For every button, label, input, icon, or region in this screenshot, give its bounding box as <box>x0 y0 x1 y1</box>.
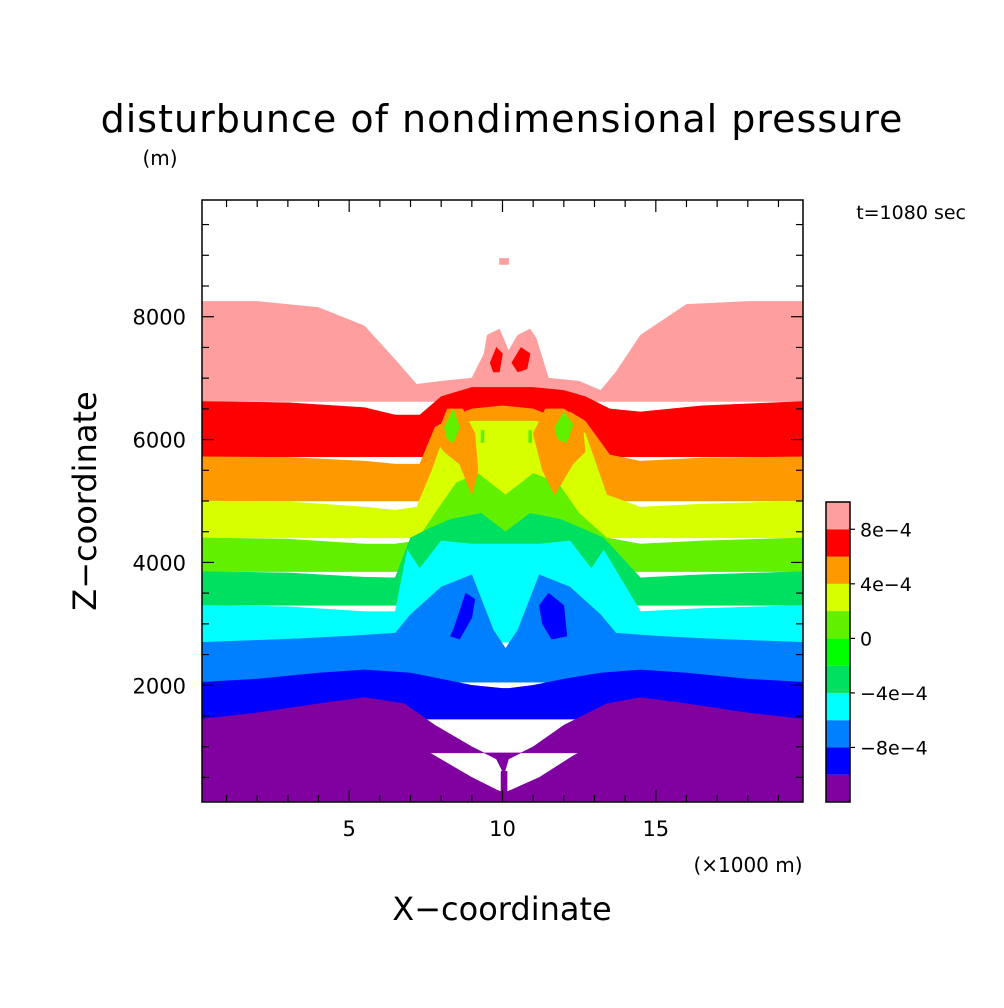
color-legend: −8e−4 −4e−4 0 4e−4 8e−4 <box>825 501 928 803</box>
legend-swatch <box>826 665 850 693</box>
contour-cell-green-dot-left <box>480 430 485 443</box>
contour-region-cyan <box>202 540 803 643</box>
legend-tick-label: 0 <box>860 628 872 650</box>
contour-region-green <box>202 473 803 572</box>
y-axis-title: Z−coordinate <box>66 391 104 610</box>
legend-swatch <box>826 529 850 557</box>
y-tick-label: 8000 <box>133 306 186 330</box>
legend-swatch <box>826 556 850 584</box>
x-tick-label: 5 <box>342 817 355 841</box>
contour-cell-orange-ring-right <box>532 408 586 496</box>
y-unit-label: (m) <box>142 146 177 170</box>
legend-tick-label: −4e−4 <box>860 683 928 705</box>
legend-swatch <box>826 611 850 639</box>
contour-cell-pink-dot <box>499 258 509 265</box>
contour-region-yellow <box>202 420 803 539</box>
contour-cell-green-dot-right <box>528 430 532 443</box>
contour-cell-red-cell-left <box>489 346 503 373</box>
time-annotation: t=1080 sec <box>856 202 966 224</box>
contour-region-purple <box>202 697 803 776</box>
y-tick-label: 4000 <box>133 551 186 575</box>
legend-swatch <box>826 502 850 530</box>
contour-cell-blue-cell-left <box>450 592 476 640</box>
legend-swatch <box>826 747 850 775</box>
contour-region-pink <box>202 301 803 402</box>
x-tick-label: 15 <box>642 817 669 841</box>
contour-cell-green-cell-right <box>554 411 574 443</box>
contour-region-purple-lower-bound <box>202 731 803 802</box>
legend-swatch <box>826 583 850 612</box>
contour-region-light-blue <box>202 574 803 683</box>
contour-regions <box>202 301 803 802</box>
x-tick-label: 10 <box>489 817 516 841</box>
y-axis: 2000 4000 6000 8000 <box>133 223 803 779</box>
contour-cells <box>434 258 586 640</box>
legend-tick-label: 8e−4 <box>860 519 912 541</box>
legend-swatch <box>826 692 850 721</box>
contour-cell-green-cell-left <box>443 408 460 443</box>
legend-tick-label: −8e−4 <box>860 737 928 759</box>
y-tick-label: 6000 <box>133 429 186 453</box>
x-axis: 5 10 15 <box>225 200 780 841</box>
legend-swatch <box>826 774 850 802</box>
legend-tick-label: 4e−4 <box>860 574 912 596</box>
x-axis-title: X−coordinate <box>392 890 611 928</box>
chart-title: disturbunce of nondimensional pressure <box>101 97 904 141</box>
legend-swatch <box>826 638 850 666</box>
x-unit-label: (×1000 m) <box>693 853 802 877</box>
legend-frame <box>825 501 851 803</box>
y-tick-label: 2000 <box>133 674 186 698</box>
contour-cell-red-cell-right <box>511 347 531 373</box>
legend-swatch <box>826 720 850 748</box>
contour-cell-blue-cell-right <box>539 592 568 640</box>
